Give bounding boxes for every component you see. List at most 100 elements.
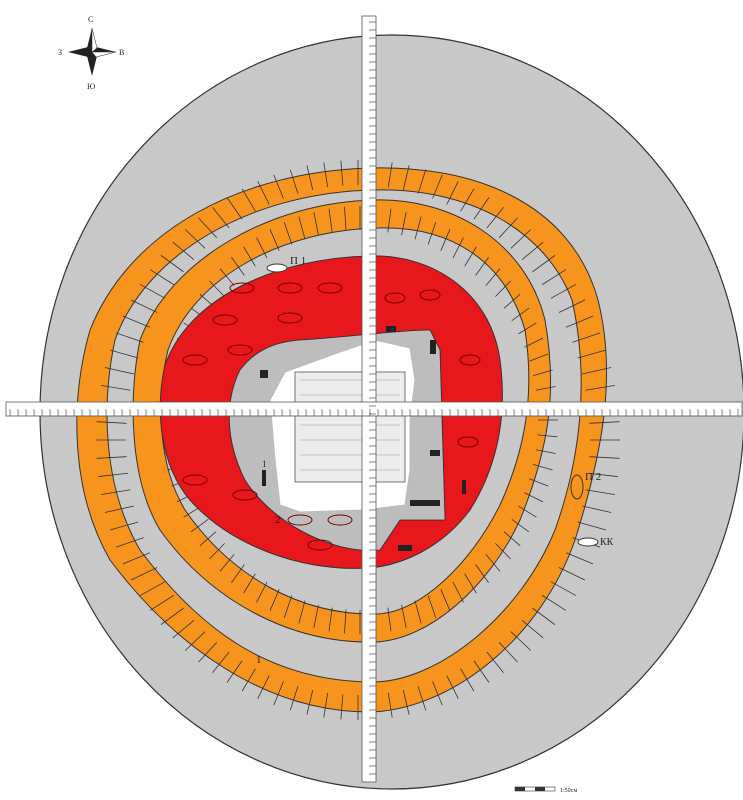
ring-segment-line	[184, 631, 206, 651]
ring-segment-line	[96, 421, 127, 424]
baseline-horizontal	[5, 401, 743, 417]
ring-segment-line	[139, 581, 166, 596]
ring-segment-line	[473, 660, 490, 683]
ring-segment-line	[503, 293, 521, 309]
ring-segment-line	[226, 197, 243, 220]
ring-segment-line	[572, 332, 601, 343]
ring-segment-line	[464, 246, 477, 267]
ring-segment-line	[577, 349, 607, 359]
ring-segment-line	[328, 607, 333, 632]
ring-segment-line	[532, 607, 556, 625]
burial-2-label: П 2	[585, 471, 601, 483]
ring-segment-line	[532, 369, 553, 377]
ring-segment-line	[401, 604, 407, 629]
ring-segment-line	[510, 631, 532, 651]
ring-segment-line	[104, 367, 134, 375]
ring-segment-line	[387, 607, 392, 632]
post-holes	[182, 282, 481, 551]
compass-rose: С З В Ю	[58, 15, 124, 91]
ring-segment-line	[589, 421, 620, 424]
ring-segment-line	[582, 367, 612, 375]
ring-segment-line	[172, 620, 195, 639]
zone-2-label: 2	[275, 514, 281, 526]
ring-segment-line	[582, 505, 612, 513]
ring-segment-line	[414, 216, 422, 240]
ring-segment-line	[475, 564, 489, 583]
ring-segment-line	[452, 237, 464, 259]
ring-segment-line	[537, 434, 558, 438]
ring-segment-line	[257, 181, 270, 205]
baseline-vertical	[361, 15, 377, 783]
ring-segment-line	[306, 690, 314, 715]
ring-segment-line	[417, 686, 427, 711]
ring-segment-line	[130, 299, 158, 313]
ring-segment-line	[256, 581, 268, 603]
ring-segment-line	[529, 478, 549, 487]
ring-segment-line	[460, 668, 475, 692]
ring-segment-line	[109, 349, 139, 359]
ring-segment-line	[387, 162, 393, 188]
central-grave-pit	[294, 371, 406, 483]
ring-segment-line	[532, 255, 556, 273]
ring-segment-line	[440, 229, 451, 251]
compass-north: С	[88, 15, 93, 24]
ring-segment-line	[446, 181, 459, 205]
burial-1-marker	[266, 263, 288, 273]
ring-segment-line	[532, 463, 553, 471]
ring-segment-line	[100, 384, 131, 391]
ring-segment-line	[226, 660, 243, 683]
zone-1-label: 1	[256, 654, 262, 666]
ring-segment-line	[109, 521, 139, 531]
zone-1-small-label: 1	[262, 459, 267, 469]
ring-segment-line	[269, 229, 280, 251]
ring-segment-line	[432, 174, 443, 199]
ring-segment-line	[96, 456, 127, 459]
ring-segment-line	[104, 505, 134, 513]
ring-segment-line	[460, 188, 475, 212]
ring-segment-line	[387, 208, 392, 233]
ring-segment-line	[550, 284, 577, 299]
ring-segment-line	[524, 492, 544, 503]
ring-segment-line	[257, 675, 270, 699]
ring-segment-line	[298, 600, 306, 624]
ring-segment-line	[100, 489, 131, 496]
baseline-vertical-ticks	[369, 21, 376, 775]
ring-segment-line	[241, 188, 256, 212]
ring-segment-line	[139, 284, 166, 299]
ring-segment-line	[241, 668, 256, 692]
compass-south: Ю	[87, 82, 95, 91]
ring-segment-line	[486, 651, 504, 674]
ring-segment-line	[485, 268, 501, 286]
compass-west: З	[58, 48, 62, 57]
ring-segment-line	[344, 609, 347, 634]
baseline-horizontal-ticks	[9, 409, 739, 416]
ring-segment-line	[498, 217, 518, 238]
ring-segment-line	[577, 521, 607, 531]
ring-segment-line	[521, 620, 544, 639]
ring-segment-line	[256, 237, 268, 259]
ring-segment-line	[209, 280, 225, 297]
outer-ring-segments	[96, 160, 620, 720]
ring-segment-line	[231, 564, 245, 583]
ring-segment-line	[511, 518, 530, 533]
ring-segment-line	[427, 222, 437, 245]
ring-segment-line	[521, 241, 544, 260]
ring-segment-line	[306, 165, 314, 190]
ring-segment-line	[473, 197, 490, 220]
ring-segment-line	[446, 675, 459, 699]
ring-segment-line	[503, 531, 521, 547]
ring-segment-line	[212, 651, 230, 674]
ring-segment-line	[498, 642, 518, 663]
ring-segment-line	[464, 573, 477, 594]
ring-segment-line	[495, 543, 511, 560]
ring-segment-line	[198, 642, 218, 663]
ring-segment-line	[417, 169, 427, 194]
ring-segment-line	[440, 589, 451, 611]
ring-segment-line	[160, 607, 184, 625]
ring-segment-line	[328, 208, 333, 233]
burial-2-marker	[570, 474, 584, 500]
ring-segment-line	[485, 554, 501, 572]
ring-segment-line	[323, 162, 329, 188]
ring-segment-line	[172, 241, 195, 260]
